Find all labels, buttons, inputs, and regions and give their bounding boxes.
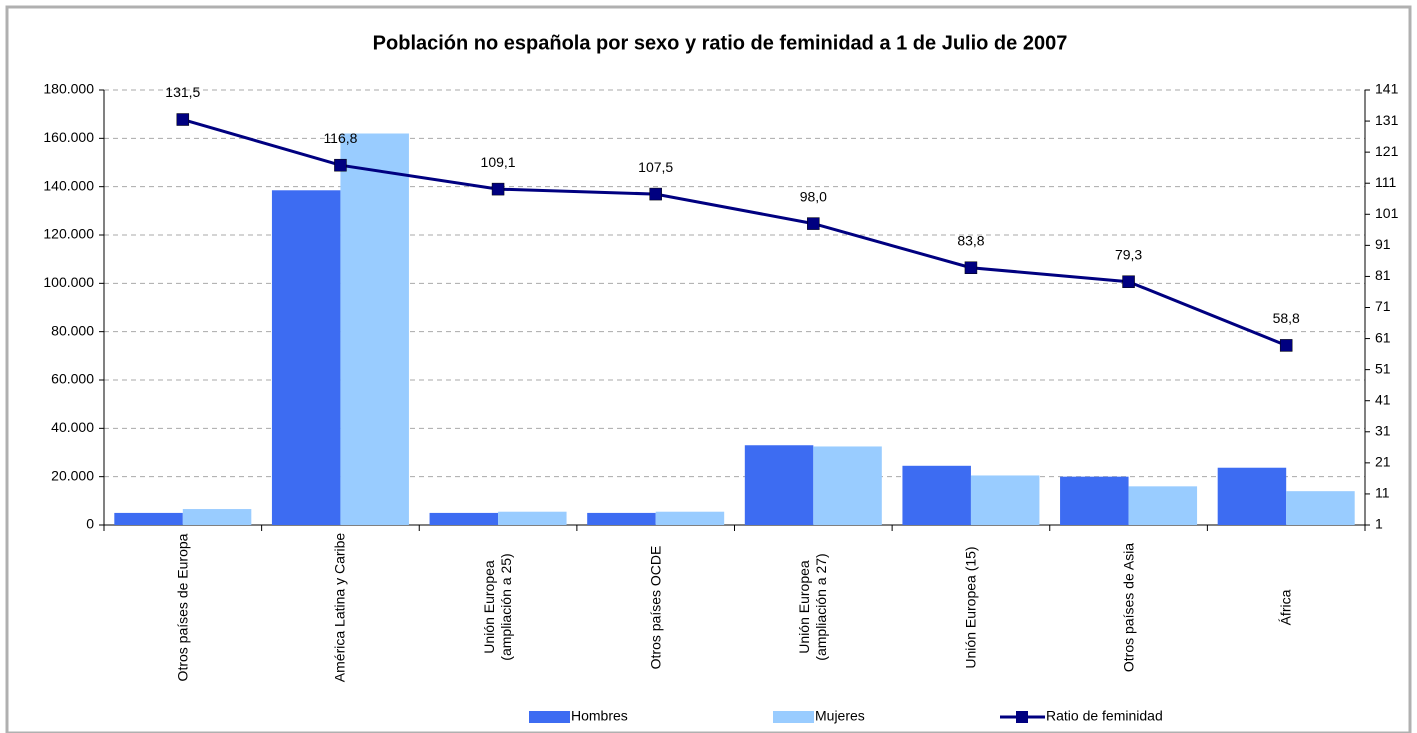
y2-tick-label: 1 bbox=[1375, 516, 1383, 532]
y-tick-label: 60.000 bbox=[51, 371, 94, 387]
y-tick-label: 0 bbox=[86, 516, 94, 532]
x-tick-label: Otros países de Europa bbox=[174, 533, 191, 681]
y2-tick-label: 141 bbox=[1375, 81, 1399, 97]
data-label: 109,1 bbox=[481, 154, 516, 170]
line bbox=[182, 118, 1287, 347]
x-tick-label: Unión Europea (ampliación a 25) bbox=[481, 553, 515, 661]
bar bbox=[1286, 491, 1355, 525]
x-tick-label: Unión Europea (ampliación a 27) bbox=[796, 553, 830, 661]
y2-tick-label: 91 bbox=[1375, 236, 1391, 252]
x-tick-label: África bbox=[1277, 589, 1294, 625]
marker bbox=[1122, 275, 1135, 288]
bar bbox=[1217, 467, 1287, 525]
y-tick-label: 160.000 bbox=[43, 129, 94, 145]
frame bbox=[5, 5, 1412, 733]
marker bbox=[334, 158, 347, 172]
data-label: 116,8 bbox=[323, 130, 357, 146]
bar bbox=[182, 509, 252, 525]
y-tick-label: 180.000 bbox=[43, 81, 94, 97]
data-label: 131,5 bbox=[165, 84, 200, 100]
marker bbox=[491, 182, 505, 196]
bar bbox=[1060, 476, 1129, 525]
y2-tick-label: 41 bbox=[1375, 391, 1391, 407]
bar bbox=[587, 512, 656, 525]
y-tick-label: 80.000 bbox=[51, 322, 94, 338]
bar bbox=[340, 133, 409, 525]
y2-tick-label: 31 bbox=[1375, 422, 1391, 438]
bar bbox=[744, 445, 814, 525]
y2-tick-label: 121 bbox=[1375, 143, 1399, 159]
marker bbox=[1279, 339, 1293, 352]
legend-label: Mujeres bbox=[815, 708, 865, 724]
y2-tick-label: 11 bbox=[1375, 485, 1390, 501]
bar bbox=[498, 511, 567, 525]
chart-title: Población no española por sexo y ratio d… bbox=[373, 32, 1068, 54]
bar bbox=[970, 475, 1040, 525]
y2-tick-label: 101 bbox=[1375, 205, 1399, 221]
legend-swatch bbox=[773, 711, 814, 723]
y2-tick-label: 111 bbox=[1375, 174, 1396, 190]
legend-swatch bbox=[529, 711, 570, 723]
x-tick-label: Unión Europea (15) bbox=[962, 545, 979, 669]
y-tick-label: 20.000 bbox=[51, 467, 94, 483]
y-tick-label: 40.000 bbox=[51, 419, 94, 435]
bar bbox=[902, 465, 971, 525]
marker bbox=[176, 113, 190, 126]
data-label: 58,8 bbox=[1273, 310, 1300, 326]
bar bbox=[813, 446, 882, 525]
y2-tick-label: 131 bbox=[1375, 112, 1399, 128]
data-label: 79,3 bbox=[1115, 246, 1142, 262]
y2-tick-label: 61 bbox=[1375, 329, 1391, 345]
data-label: 83,8 bbox=[957, 232, 984, 248]
data-label: 98,0 bbox=[800, 188, 827, 204]
y-tick-label: 100.000 bbox=[43, 274, 94, 290]
legend-label: Hombres bbox=[571, 708, 628, 724]
marker bbox=[807, 217, 820, 230]
y2-tick-label: 51 bbox=[1375, 360, 1391, 376]
bar bbox=[1128, 486, 1198, 525]
bar bbox=[655, 511, 725, 525]
y2-tick-label: 21 bbox=[1375, 454, 1391, 470]
bar bbox=[114, 512, 183, 525]
x-tick-label: América Latina y Caribe bbox=[331, 532, 348, 682]
legend-marker bbox=[1016, 711, 1028, 723]
x-tick-label: Otros países OCDE bbox=[647, 545, 664, 669]
marker bbox=[649, 187, 662, 201]
data-label: 107,5 bbox=[638, 159, 673, 175]
legend-label: Ratio de feminidad bbox=[1046, 708, 1163, 724]
marker bbox=[964, 261, 978, 274]
bar bbox=[429, 512, 499, 525]
y-tick-label: 120.000 bbox=[43, 226, 94, 242]
y2-tick-label: 71 bbox=[1375, 298, 1391, 314]
x-tick-label: Otros países de Asia bbox=[1120, 542, 1137, 672]
y-tick-label: 140.000 bbox=[43, 177, 94, 193]
y2-tick-label: 81 bbox=[1375, 267, 1391, 283]
bar bbox=[271, 190, 341, 525]
